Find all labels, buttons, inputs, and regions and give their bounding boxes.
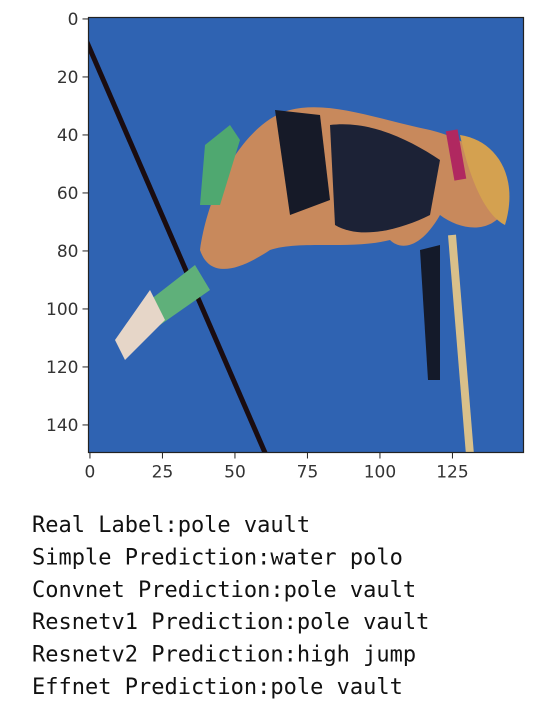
hair — [460, 135, 510, 225]
prediction-line: Real Label:pole vault — [32, 513, 310, 538]
ticks: 0 25 50 75 100 125 0 20 40 60 80 100 120 140 — [46, 10, 469, 483]
x-tick-label: 100 — [364, 463, 396, 483]
x-tick-label: 0 — [85, 463, 96, 483]
prediction-line: Simple Prediction:water polo — [32, 545, 403, 570]
sock-lower — [150, 265, 210, 325]
athlete-top — [330, 124, 440, 233]
sock-upper — [200, 125, 240, 205]
y-tick-label: 60 — [57, 184, 79, 204]
x-tick-label: 125 — [436, 463, 468, 483]
y-tick-label: 40 — [57, 126, 79, 146]
y-tick-label: 120 — [46, 358, 78, 378]
x-tick-label: 50 — [224, 463, 246, 483]
prediction-line: Convnet Prediction:pole vault — [32, 578, 416, 603]
crossbar — [88, 39, 268, 453]
headband — [445, 129, 467, 181]
prediction-line: Resnetv2 Prediction:high jump — [32, 643, 416, 668]
athlete-shorts — [275, 110, 330, 215]
y-tick-label: 100 — [46, 300, 78, 320]
arm-shadow — [420, 245, 440, 380]
y-tick-label: 80 — [57, 242, 79, 262]
pole — [448, 234, 474, 453]
prediction-line: Effnet Prediction:pole vault — [32, 675, 403, 700]
shoe — [115, 290, 165, 360]
image — [88, 17, 524, 453]
y-tick-label: 0 — [68, 10, 79, 30]
axes-frame — [87, 16, 525, 454]
y-tick-label: 140 — [46, 416, 78, 436]
prediction-line: Resnetv1 Prediction:pole vault — [32, 610, 429, 635]
prediction-output: Real Label:pole vault Simple Prediction:w… — [32, 513, 429, 700]
x-tick-label: 75 — [297, 463, 319, 483]
y-tick-label: 20 — [57, 68, 79, 88]
x-tick-label: 25 — [152, 463, 174, 483]
